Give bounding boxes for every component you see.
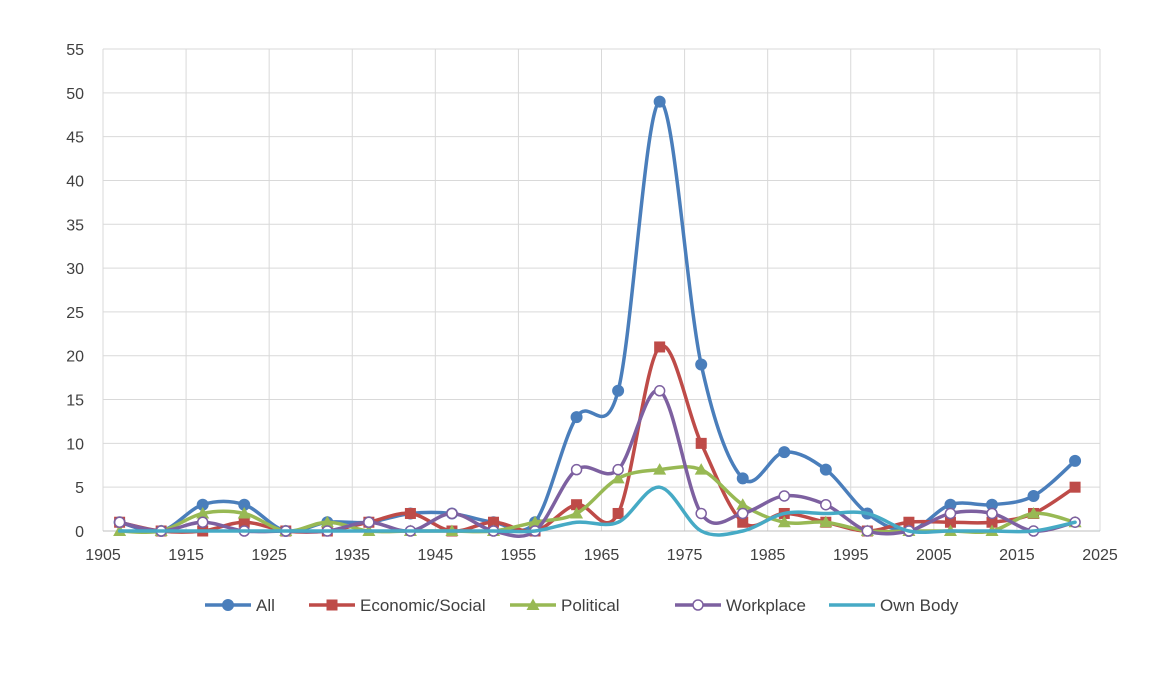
- grid-lines: [102, 48, 1101, 532]
- data-point-all: [570, 411, 583, 424]
- legend-label: Economic/Social: [360, 596, 486, 615]
- y-tick-label: 45: [66, 130, 84, 147]
- data-point-workplace: [861, 525, 874, 537]
- data-point-workplace: [736, 507, 749, 520]
- x-tick-label: 2025: [1082, 547, 1118, 564]
- data-point-economic-social: [903, 516, 915, 528]
- legend-item-all[interactable]: All: [205, 596, 275, 615]
- y-tick-label: 40: [66, 173, 84, 190]
- data-point-workplace: [820, 498, 832, 511]
- y-tick-label: 55: [66, 42, 84, 59]
- data-point-economic-social: [1069, 481, 1081, 493]
- data-point-political: [196, 506, 210, 519]
- x-tick-label: 1905: [85, 547, 121, 564]
- x-tick-label: 1925: [251, 547, 287, 564]
- data-point-political: [653, 463, 667, 475]
- y-tick-label: 5: [75, 480, 84, 497]
- data-point-workplace: [363, 516, 375, 528]
- data-point-all: [695, 358, 708, 371]
- data-point-workplace: [113, 516, 126, 528]
- series-line-workplace: [117, 388, 1077, 539]
- data-point-economic-social: [986, 516, 998, 528]
- data-point-political: [528, 515, 542, 528]
- x-tick-label: 1995: [833, 547, 869, 564]
- y-tick-label: 50: [66, 86, 84, 103]
- legend-item-own-body[interactable]: Own Body: [829, 596, 959, 615]
- x-tick-label: 1945: [418, 547, 454, 564]
- x-axis-ticks: 1905 1915 1925 1935 1945 1955 1965 1975 1985 1995…: [85, 547, 1118, 564]
- legend-item-economic-social[interactable]: Economic/Social: [309, 596, 486, 615]
- series-group: [113, 95, 1082, 539]
- data-point-economic-social: [571, 499, 583, 511]
- legend-marker: [222, 599, 234, 611]
- data-point-workplace: [695, 507, 707, 520]
- data-point-workplace: [653, 385, 666, 397]
- data-point-economic-social: [487, 516, 499, 528]
- legend-label: Workplace: [726, 596, 806, 615]
- y-tick-label: 30: [66, 261, 84, 278]
- series-own-body: [117, 485, 1077, 537]
- legend[interactable]: All Economic/Social Political Workplace Own …: [205, 596, 959, 615]
- data-point-political: [819, 515, 833, 528]
- legend-item-workplace[interactable]: Workplace: [675, 596, 806, 615]
- data-point-workplace: [570, 463, 583, 476]
- data-point-economic-social: [695, 437, 707, 449]
- data-point-all: [778, 446, 791, 459]
- data-point-economic-social: [404, 507, 416, 519]
- legend-marker: [526, 598, 540, 610]
- x-tick-label: 1975: [667, 547, 703, 564]
- data-point-economic-social: [654, 341, 666, 353]
- data-point-workplace: [986, 507, 998, 520]
- data-point-political: [1027, 506, 1041, 519]
- data-point-political: [736, 498, 750, 510]
- x-tick-label: 2015: [999, 547, 1035, 564]
- x-tick-label: 1935: [334, 547, 370, 564]
- legend-label: All: [256, 596, 275, 615]
- series-economic-social: [114, 341, 1081, 537]
- legend-item-political[interactable]: Political: [510, 596, 620, 615]
- data-point-all: [1027, 489, 1040, 502]
- x-tick-label: 1965: [584, 547, 620, 564]
- data-point-workplace: [196, 516, 209, 528]
- y-tick-label: 15: [66, 393, 84, 410]
- data-point-economic-social: [612, 507, 624, 519]
- data-point-economic-social: [238, 516, 250, 528]
- legend-label: Political: [561, 596, 620, 615]
- data-point-economic-social: [737, 516, 749, 528]
- data-point-all: [653, 95, 666, 108]
- data-point-all: [612, 384, 625, 397]
- data-point-workplace: [778, 490, 791, 502]
- x-tick-label: 1955: [501, 547, 537, 564]
- y-tick-label: 25: [66, 305, 84, 322]
- data-point-workplace: [944, 507, 957, 520]
- y-tick-label: 20: [66, 349, 84, 366]
- series-line-own-body: [117, 485, 1077, 537]
- legend-marker: [692, 599, 704, 611]
- y-tick-label: 35: [66, 217, 84, 234]
- data-point-political: [777, 515, 791, 528]
- data-point-political: [570, 506, 584, 519]
- data-point-political: [320, 515, 334, 528]
- y-axis-ticks: 0 5 10 15 20 25 30 35 40 45 50 55: [66, 42, 84, 541]
- data-point-all: [819, 463, 832, 476]
- y-tick-label: 10: [66, 436, 84, 453]
- data-point-all: [1069, 454, 1082, 467]
- x-tick-label: 2005: [916, 547, 952, 564]
- data-point-political: [237, 506, 251, 519]
- data-point-all: [736, 472, 749, 485]
- y-tick-label: 0: [75, 524, 84, 541]
- data-point-political: [611, 471, 625, 484]
- x-tick-label: 1985: [750, 547, 786, 564]
- legend-label: Own Body: [880, 596, 959, 615]
- data-point-workplace: [446, 507, 458, 520]
- data-point-workplace: [612, 463, 624, 476]
- legend-marker: [326, 599, 338, 611]
- data-point-economic-social: [944, 516, 956, 528]
- series-line-all: [117, 99, 1077, 534]
- series-line-economic-social: [117, 344, 1077, 534]
- x-tick-label: 1915: [168, 547, 204, 564]
- data-point-political: [694, 463, 708, 475]
